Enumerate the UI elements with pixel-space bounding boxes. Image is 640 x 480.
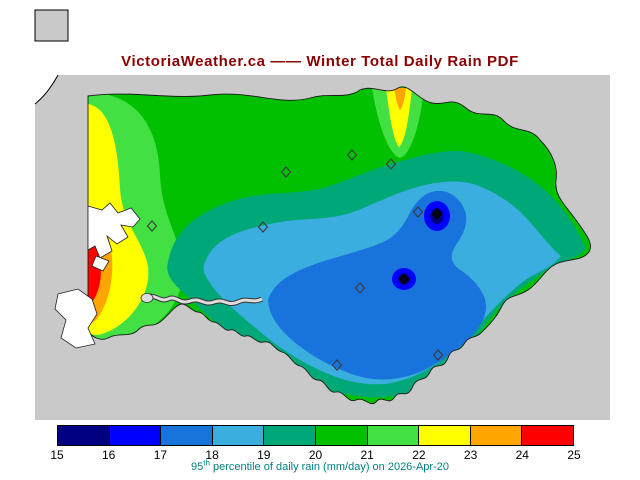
channel-pond xyxy=(140,293,154,303)
channel-water xyxy=(145,294,263,306)
station-marker xyxy=(412,206,424,218)
station-marker xyxy=(354,282,366,294)
colorbar-tick-label: 24 xyxy=(515,448,529,462)
station-marker xyxy=(280,166,292,178)
band-22-23-north xyxy=(386,88,412,147)
station-marker xyxy=(146,220,158,232)
harbours xyxy=(54,202,141,349)
colorbar-segment xyxy=(109,425,162,446)
station-markers xyxy=(146,149,444,371)
colorbar-segment xyxy=(315,425,368,446)
colorbar-ticks: 15 16 17 18 19 20 21 22 23 24 25 xyxy=(50,448,580,462)
colorbar-tick-label: 21 xyxy=(360,448,374,462)
colorbar-segments xyxy=(57,425,574,446)
band-23-24-north xyxy=(394,88,406,110)
coastline-arc xyxy=(34,74,59,105)
colorbar-segment xyxy=(367,425,420,446)
colorbar-tick-label: 23 xyxy=(463,448,478,462)
harbour-inlet-small xyxy=(91,255,110,272)
caption-text: percentile of daily rain (mm/day) on 202… xyxy=(209,461,449,473)
caption-superscript: th xyxy=(203,458,210,468)
colorbar-segment xyxy=(161,425,213,446)
harbour-inlet xyxy=(87,202,141,259)
colorbar-segment xyxy=(212,425,265,446)
colorbar-tick-label: 22 xyxy=(412,448,426,462)
station-marker xyxy=(398,273,410,285)
station-marker xyxy=(346,149,358,161)
coast-bay-top-left xyxy=(35,75,58,104)
colorbar-segment xyxy=(264,425,316,446)
colorbar-tick-label: 25 xyxy=(567,448,581,462)
contour-bands xyxy=(88,86,591,404)
coastline xyxy=(87,86,591,405)
caption-value: 95 xyxy=(191,461,204,473)
colorbar-tick-label: 20 xyxy=(308,448,323,462)
colorbar-tick-label: 16 xyxy=(102,448,116,462)
colorbar-tick-label: 17 xyxy=(153,448,168,462)
station-marker xyxy=(385,158,397,170)
band-17-18 xyxy=(268,190,487,380)
colorbar-segment xyxy=(522,425,574,446)
colorbar-tick-label: 19 xyxy=(257,448,271,462)
southwest-islet xyxy=(54,288,98,349)
colorbar-tick-label: 18 xyxy=(205,448,219,462)
station-marker xyxy=(431,208,443,220)
colorbar-tick-label: 15 xyxy=(50,448,64,462)
colorbar-caption: 95th percentile of daily rain (mm/day) o… xyxy=(0,458,640,473)
sea-area-top-left xyxy=(34,9,69,42)
station-marker xyxy=(331,359,343,371)
page-title: VictoriaWeather.ca —— Winter Total Daily… xyxy=(121,53,519,70)
station-marker xyxy=(257,221,269,233)
colorbar-segment xyxy=(470,425,523,446)
waterway-channel xyxy=(140,293,264,307)
colorbar-segment xyxy=(419,425,471,446)
colorbar-segment xyxy=(57,425,110,446)
station-marker xyxy=(432,349,444,361)
